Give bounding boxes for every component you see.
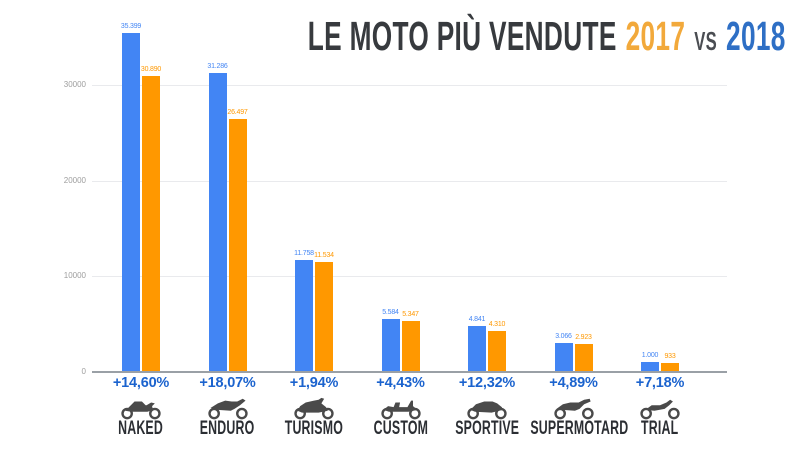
enduro-motorcycle-icon [205,396,251,420]
category-label-custom: CUSTOM [373,418,428,439]
value-label-2018-naked: 35.399 [120,23,142,30]
bar-2017-supermotard [574,344,593,372]
turismo-motorcycle-icon [291,396,337,420]
category-label-enduro: ENDURO [200,418,255,439]
bar-2018-enduro [208,73,227,372]
category-label-trial: TRIAL [641,418,679,439]
gridline [92,276,727,278]
bar-2017-turismo [315,262,333,372]
trial-motorcycle-icon [637,396,683,420]
value-label-2017-supermotard: 2.923 [575,334,592,341]
bar-2017-trial [661,363,679,372]
bar-2017-custom [401,321,420,372]
category-label-sportive: SPORTIVE [454,418,519,439]
chart-header: LE MOTO PIÙ VENDUTE 2017 VS 2018 [308,16,786,57]
delta-label-custom: +4,43% [376,375,425,391]
delta-label-supermotard: +4,89% [549,375,598,391]
y-tick-label: 30000 [63,80,86,89]
x-axis-line [92,371,727,373]
value-label-2018-sportive: 4.841 [468,316,486,323]
category-label-turismo: TURISMO [284,418,344,439]
value-label-2018-custom: 5.584 [382,309,399,316]
y-tick-label: 10000 [63,271,86,281]
bar-2018-custom [381,319,400,372]
gridline [92,180,727,182]
delta-label-trial: +7,18% [635,375,685,391]
y-tick-label: 20000 [63,175,86,185]
bar-2018-naked [122,33,140,372]
gridline [92,85,727,86]
delta-label-turismo: +1,94% [289,375,339,391]
value-label-2018-supermotard: 3.066 [555,333,572,340]
custom-motorcycle-icon [378,396,424,420]
bar-2018-sportive [468,326,486,372]
delta-label-enduro: +18,07% [199,375,256,391]
category-label-supermotard: SUPERMOTARD [529,418,628,439]
category-label-naked: NAKED [118,418,164,439]
value-label-2018-enduro: 31.286 [207,63,228,70]
value-label-2018-trial: 1.000 [641,352,659,359]
value-label-2017-trial: 933 [664,353,676,360]
supermotard-motorcycle-icon [551,396,597,420]
bar-2018-turismo [295,260,313,372]
bar-2017-sportive [488,331,506,372]
bar-2017-enduro [228,119,247,372]
vs-label: VS [694,26,718,56]
year-2018-label: 2018 [726,13,786,59]
delta-label-naked: +14,60% [112,375,170,391]
y-tick-label: 0 [81,367,86,376]
naked-motorcycle-icon [118,396,164,420]
year-2017-label: 2017 [625,13,686,59]
sportive-motorcycle-icon [464,396,510,420]
chart-title: LE MOTO PIÙ VENDUTE [308,13,617,59]
bar-2017-naked [142,76,160,372]
value-label-2018-turismo: 11.758 [294,250,314,257]
bar-2018-trial [641,362,659,372]
delta-label-sportive: +12,32% [458,375,516,391]
bar-2018-supermotard [554,343,573,372]
